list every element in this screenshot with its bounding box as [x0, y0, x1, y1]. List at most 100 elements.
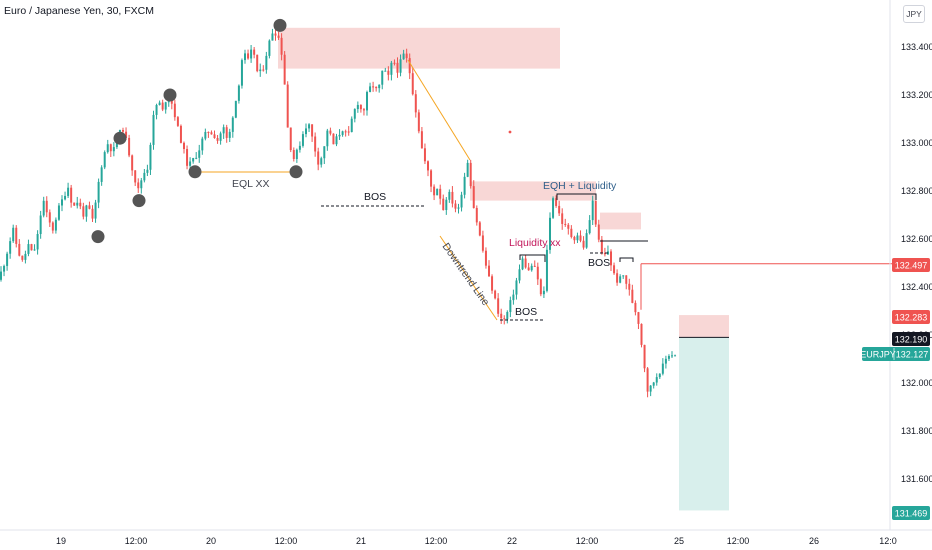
- time-ticks[interactable]: 19 12:00 20 12:00 21 12:00 22 12:00 25 12:00 26 12:…: [56, 536, 897, 546]
- candle-body-203: [619, 276, 622, 283]
- candle-body-34: [103, 152, 106, 168]
- time-tick-7: 12:00: [576, 536, 599, 546]
- candle-body-165: [503, 318, 506, 320]
- candle-body-188: [573, 236, 576, 241]
- annotations-layer: EQL XX BOS BOS Liquidity xx EQH + Liquid…: [195, 59, 648, 321]
- badge-entry: 132.190: [892, 332, 930, 346]
- swing-marker-4: [188, 165, 202, 179]
- candle-body-17: [51, 222, 54, 231]
- candle-body-54: [164, 102, 167, 110]
- candle-body-140: [427, 161, 429, 171]
- candle-body-59: [179, 125, 182, 143]
- candle-body-89: [271, 33, 274, 41]
- candle-body-181: [552, 198, 555, 218]
- candle-body-123: [375, 86, 378, 89]
- candle-body-138: [420, 131, 423, 149]
- candle-body-212: [646, 368, 649, 392]
- candle-body-210: [640, 323, 643, 345]
- candle-body-182: [555, 198, 558, 206]
- candle-body-208: [634, 302, 637, 313]
- candle-body-195: [594, 200, 597, 225]
- candle-body-79: [240, 60, 243, 86]
- candle-body-194: [591, 200, 594, 221]
- candle-body-173: [527, 267, 530, 271]
- candle-body-2: [6, 253, 9, 266]
- candle-body-51: [155, 105, 158, 115]
- candle-body-32: [97, 181, 100, 203]
- candle-body-64: [195, 157, 198, 159]
- candle-body-139: [423, 148, 426, 162]
- candle-body-184: [561, 213, 564, 224]
- bos-label-1: BOS: [364, 191, 386, 203]
- candle-body-14: [42, 200, 45, 216]
- candle-body-221: [674, 355, 677, 357]
- candle-body-168: [512, 294, 515, 301]
- candle-body-211: [643, 344, 646, 369]
- candle-body-90: [274, 33, 277, 36]
- candle-body-11: [33, 249, 36, 251]
- candle-body-88: [268, 40, 271, 56]
- time-tick-6: 22: [507, 536, 517, 546]
- candle-body-132: [402, 53, 405, 60]
- candle-body-113: [344, 131, 347, 133]
- candle-body-92: [280, 37, 283, 55]
- candle-body-60: [183, 142, 185, 150]
- swings-layer: [91, 18, 303, 244]
- candle-body-29: [88, 205, 91, 209]
- candle-body-26: [79, 202, 82, 207]
- candle-body-24: [73, 202, 76, 206]
- candle-body-150: [457, 207, 460, 209]
- candle-body-75: [228, 131, 231, 138]
- candle-body-15: [45, 200, 48, 213]
- candle-body-163: [497, 298, 500, 314]
- zone-target-4: [679, 337, 729, 511]
- time-tick-5: 12:00: [425, 536, 448, 546]
- candle-body-37: [112, 147, 115, 152]
- currency-button[interactable]: JPY: [903, 5, 925, 23]
- candle-body-48: [146, 169, 149, 173]
- candles-layer: [0, 28, 677, 398]
- candle-body-96: [292, 150, 295, 159]
- time-tick-11: 12:0: [879, 536, 897, 546]
- candle-body-127: [387, 70, 390, 75]
- zone-supply-0: [278, 27, 560, 69]
- candle-body-118: [359, 104, 362, 110]
- candle-body-97: [295, 149, 298, 159]
- candle-body-204: [622, 275, 625, 277]
- swing-marker-5: [289, 165, 303, 179]
- candle-body-174: [530, 265, 533, 271]
- candle-body-117: [356, 104, 359, 110]
- candle-body-217: [661, 363, 664, 374]
- time-tick-4: 21: [356, 536, 366, 546]
- candle-body-112: [341, 131, 344, 135]
- candle-body-149: [454, 203, 457, 209]
- time-tick-9: 12:00: [727, 536, 750, 546]
- time-tick-0: 19: [56, 536, 66, 546]
- candle-body-16: [48, 212, 51, 223]
- candle-body-8: [24, 253, 27, 260]
- candle-body-62: [189, 161, 192, 166]
- price-tick-8: 131.800: [901, 426, 932, 436]
- candle-body-77: [234, 100, 237, 118]
- candle-body-61: [186, 149, 189, 166]
- candle-body-198: [603, 253, 606, 255]
- candle-body-107: [326, 130, 329, 147]
- candle-body-19: [57, 205, 60, 220]
- downtrend-label: Downtrend Line: [440, 241, 492, 308]
- candle-body-58: [176, 117, 179, 126]
- candle-body-43: [131, 155, 134, 171]
- price-tick-1: 133.200: [901, 90, 932, 100]
- badge-stop-text: 132.283: [895, 313, 928, 323]
- candle-body-119: [362, 109, 365, 111]
- candle-body-57: [173, 103, 176, 118]
- candle-body-50: [152, 114, 155, 145]
- candle-body-83: [253, 49, 256, 55]
- candle-body-68: [207, 131, 210, 133]
- candle-body-166: [506, 312, 509, 320]
- candle-body-76: [231, 117, 234, 132]
- candle-body-67: [204, 131, 207, 139]
- badge-level-1-text: 132.497: [895, 261, 928, 271]
- candle-body-171: [521, 258, 524, 270]
- candle-body-78: [237, 85, 240, 101]
